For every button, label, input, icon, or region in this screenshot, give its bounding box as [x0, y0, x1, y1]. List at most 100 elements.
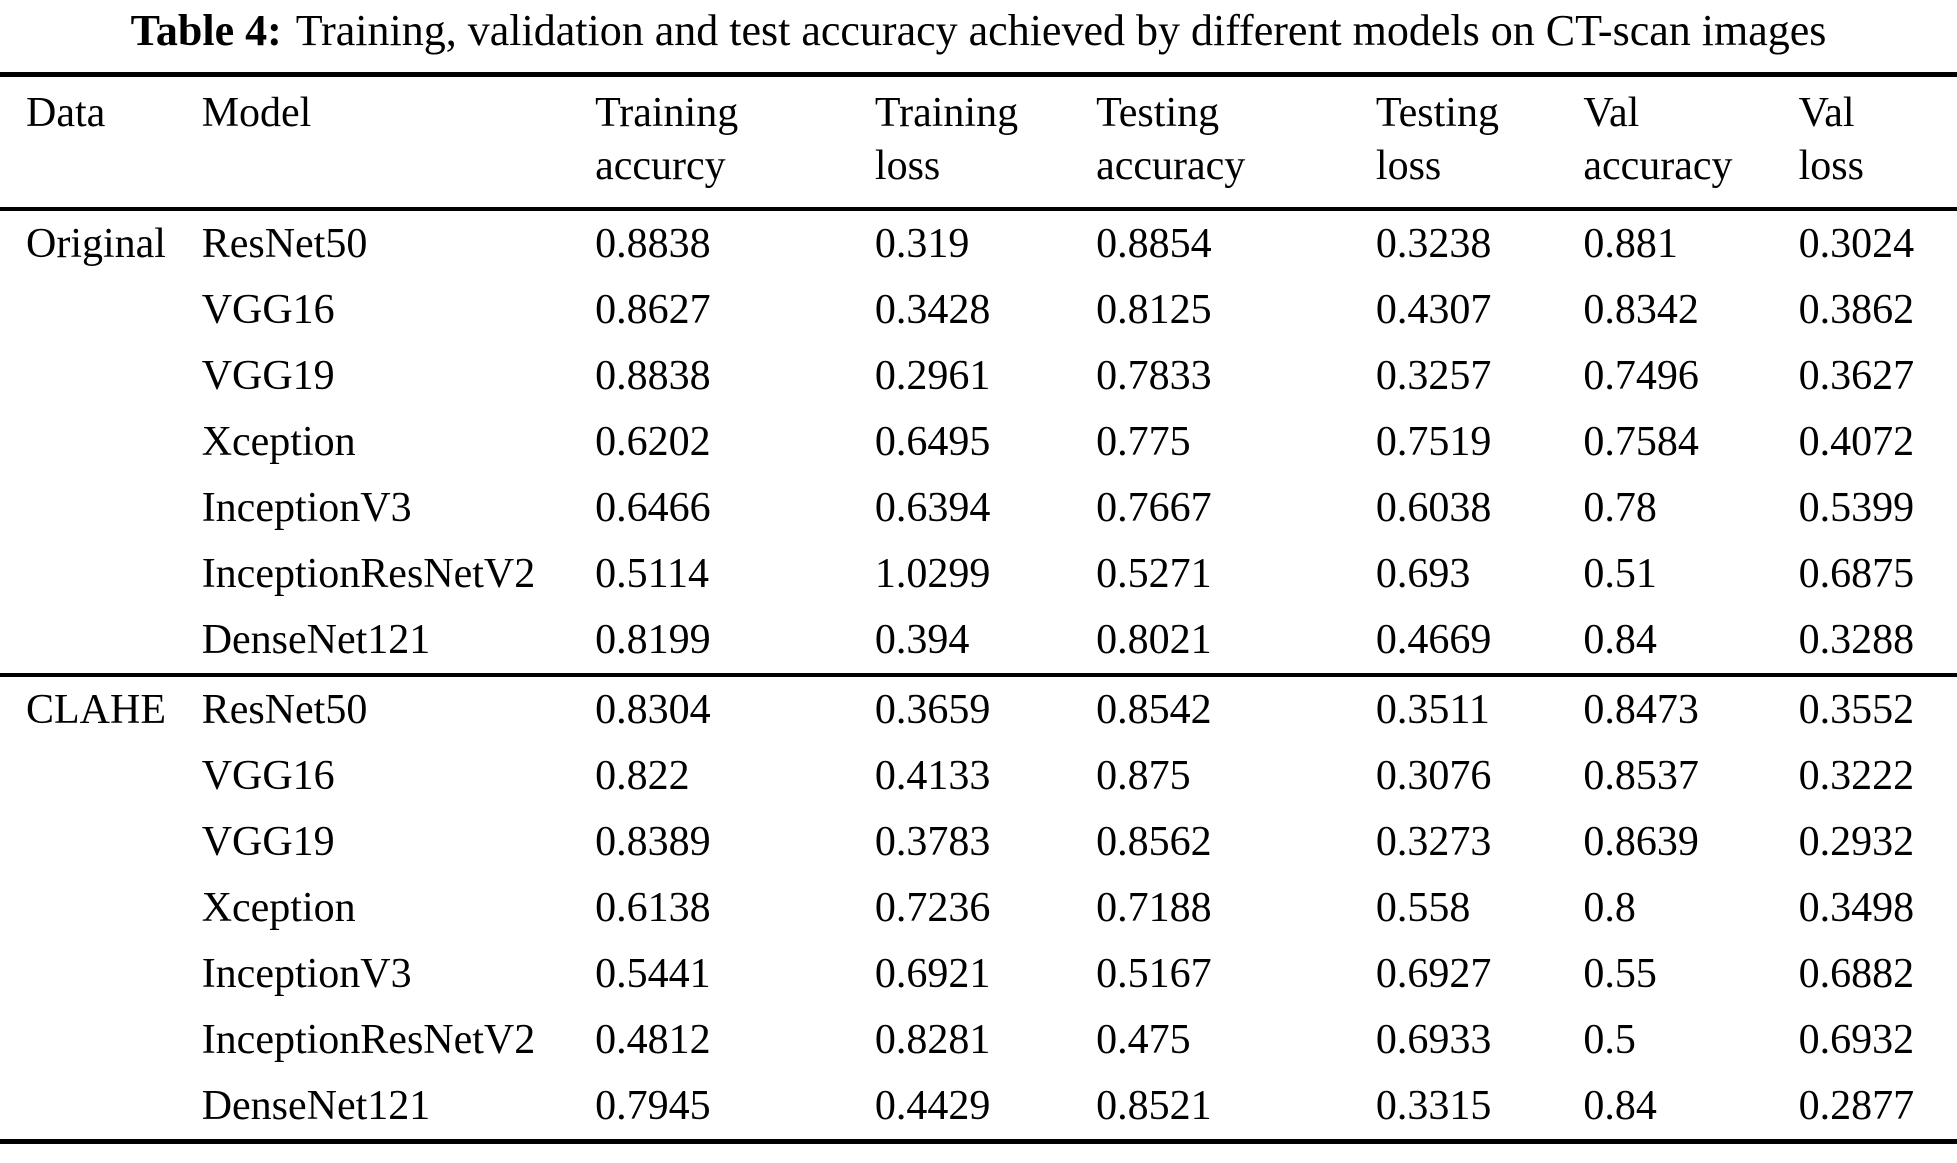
- column-header-line: Training: [595, 90, 739, 136]
- metric-value-cell: 0.475: [1096, 1016, 1191, 1063]
- table-row: InceptionV3 0.6466 0.6394 0.7667 0.6038 0.78 0…: [0, 475, 1957, 541]
- column-header-line: accuracy: [1583, 142, 1733, 189]
- metric-value-cell: 0.8542: [1096, 686, 1212, 733]
- metric-value-cell: 0.8473: [1583, 686, 1699, 733]
- model-name-cell: InceptionResNetV2: [201, 1016, 536, 1063]
- metric-value-cell: 0.693: [1375, 550, 1471, 597]
- data-group-cell: [0, 743, 196, 809]
- metric-value-cell: 0.2961: [874, 352, 991, 399]
- metric-value-cell: 0.8838: [595, 352, 711, 399]
- metric-value-cell: 0.8304: [595, 686, 711, 733]
- table-row: InceptionV3 0.5441 0.6921 0.5167 0.6927 0.55 0…: [0, 941, 1957, 1007]
- metric-value-cell: 0.875: [1096, 752, 1191, 799]
- metric-value-cell: 0.6394: [874, 484, 991, 531]
- metric-value-cell: 0.775: [1096, 418, 1191, 465]
- data-group-cell: [0, 343, 196, 409]
- metric-value-cell: 0.3511: [1375, 686, 1490, 733]
- metric-value-cell: 0.84: [1583, 1082, 1657, 1129]
- metric-value-cell: 0.8838: [595, 220, 711, 267]
- metric-value-cell: 0.8021: [1096, 616, 1212, 663]
- metric-value-cell: 0.55: [1583, 950, 1657, 997]
- column-header-line: accuracy: [1096, 142, 1246, 189]
- column-header-training-accuracy: Training accurcy: [587, 75, 867, 209]
- metric-value-cell: 0.8521: [1096, 1082, 1212, 1129]
- metric-value-cell: 0.319: [874, 220, 970, 267]
- metric-value-cell: 0.881: [1583, 220, 1678, 267]
- metric-value-cell: 0.6495: [874, 418, 991, 465]
- column-header-line: Training: [874, 90, 1019, 136]
- data-group-cell: [0, 941, 196, 1007]
- table-row: CLAHE ResNet50 0.8304 0.3659 0.8542 0.3511 0.8…: [0, 675, 1957, 743]
- metric-value-cell: 0.6927: [1375, 950, 1492, 997]
- model-name-cell: VGG19: [201, 818, 335, 865]
- table-row: Xception 0.6138 0.7236 0.7188 0.558 0.8 0.3498: [0, 875, 1957, 941]
- metric-value-cell: 0.6882: [1798, 950, 1915, 997]
- metric-value-cell: 0.2877: [1798, 1082, 1915, 1129]
- metric-value-cell: 0.7584: [1583, 418, 1699, 465]
- metric-value-cell: 0.78: [1583, 484, 1657, 531]
- metric-value-cell: 0.3315: [1375, 1082, 1492, 1129]
- table-section-original: Original ResNet50 0.8838 0.319 0.8854 0.3238 0…: [0, 209, 1957, 675]
- model-name-cell: VGG16: [201, 752, 335, 799]
- metric-value-cell: 0.5271: [1096, 550, 1212, 597]
- metric-value-cell: 1.0299: [874, 550, 991, 597]
- metric-value-cell: 0.3222: [1798, 752, 1915, 799]
- metric-value-cell: 0.7667: [1096, 484, 1212, 531]
- table-section-clahe: CLAHE ResNet50 0.8304 0.3659 0.8542 0.3511 0.8…: [0, 674, 1957, 1142]
- model-name-cell: Xception: [201, 418, 356, 465]
- column-header-line: Testing: [1375, 90, 1499, 136]
- metric-value-cell: 0.3498: [1798, 884, 1915, 931]
- data-group-cell: [0, 475, 196, 541]
- table-row: DenseNet121 0.7945 0.4429 0.8521 0.3315 0.84 0…: [0, 1073, 1957, 1142]
- metric-value-cell: 0.3024: [1798, 220, 1915, 267]
- metric-value-cell: 0.3288: [1798, 616, 1915, 663]
- table-caption-label: Table 4:: [130, 6, 282, 55]
- column-header-val-loss: Val loss: [1791, 75, 1957, 209]
- model-name-cell: Xception: [201, 884, 356, 931]
- data-group-cell: Original: [26, 220, 166, 267]
- metric-value-cell: 0.8: [1583, 884, 1636, 931]
- column-header-data: Data: [0, 75, 196, 209]
- metric-value-cell: 0.558: [1375, 884, 1471, 931]
- model-name-cell: InceptionV3: [201, 950, 412, 997]
- table-row: InceptionResNetV2 0.4812 0.8281 0.475 0.6933…: [0, 1007, 1957, 1073]
- metric-value-cell: 0.3273: [1375, 818, 1492, 865]
- metric-value-cell: 0.8389: [595, 818, 711, 865]
- metric-value-cell: 0.4307: [1375, 286, 1492, 333]
- column-header-line: accurcy: [595, 142, 726, 189]
- data-group-cell: [0, 809, 196, 875]
- metric-value-cell: 0.7496: [1583, 352, 1699, 399]
- metric-value-cell: 0.3783: [874, 818, 991, 865]
- metric-value-cell: 0.3428: [874, 286, 991, 333]
- data-group-cell: [0, 875, 196, 941]
- metric-value-cell: 0.8199: [595, 616, 711, 663]
- metric-value-cell: 0.7188: [1096, 884, 1212, 931]
- table-row: Original ResNet50 0.8838 0.319 0.8854 0.3238 0…: [0, 209, 1957, 277]
- model-name-cell: InceptionV3: [201, 484, 412, 531]
- table-row: VGG19 0.8389 0.3783 0.8562 0.3273 0.8639 0.293…: [0, 809, 1957, 875]
- data-group-cell: [0, 541, 196, 607]
- metric-value-cell: 0.3238: [1375, 220, 1492, 267]
- metric-value-cell: 0.5114: [595, 550, 710, 597]
- table-caption-text: Training, validation and test accuracy a…: [295, 6, 1827, 55]
- metric-value-cell: 0.4429: [874, 1082, 991, 1129]
- column-header-line: loss: [874, 142, 941, 189]
- column-header-line: Data: [26, 90, 106, 136]
- results-table: Data Model Training accurcy Training los…: [0, 72, 1957, 1144]
- metric-value-cell: 0.5441: [595, 950, 711, 997]
- table-row: Xception 0.6202 0.6495 0.775 0.7519 0.7584 0.4…: [0, 409, 1957, 475]
- metric-value-cell: 0.5399: [1798, 484, 1915, 531]
- table-row: InceptionResNetV2 0.5114 1.0299 0.5271 0.693…: [0, 541, 1957, 607]
- column-header-training-loss: Training loss: [867, 75, 1088, 209]
- metric-value-cell: 0.7519: [1375, 418, 1492, 465]
- metric-value-cell: 0.6466: [595, 484, 711, 531]
- metric-value-cell: 0.6138: [595, 884, 711, 931]
- metric-value-cell: 0.5167: [1096, 950, 1212, 997]
- column-header-line: Val: [1798, 90, 1855, 136]
- metric-value-cell: 0.4072: [1798, 418, 1915, 465]
- column-header-testing-accuracy: Testing accuracy: [1088, 75, 1368, 209]
- table-header: Data Model Training accurcy Training los…: [0, 75, 1957, 209]
- model-name-cell: ResNet50: [201, 686, 368, 733]
- metric-value-cell: 0.51: [1583, 550, 1657, 597]
